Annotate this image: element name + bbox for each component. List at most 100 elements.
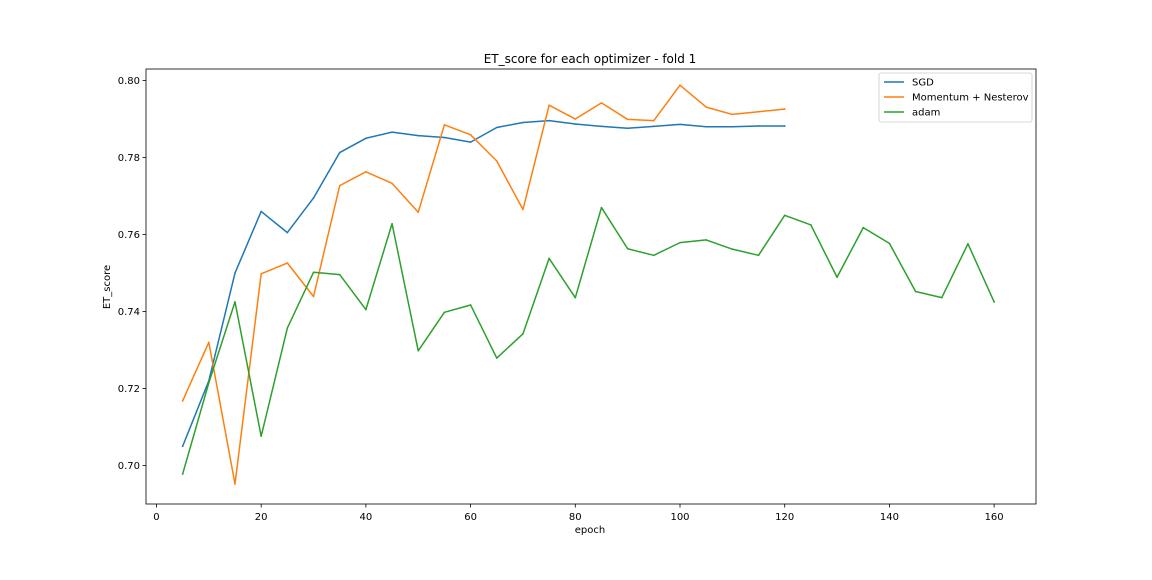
data-point — [286, 262, 289, 264]
data-point — [234, 272, 236, 274]
series-1 — [181, 119, 786, 448]
data-point — [495, 160, 498, 162]
data-point — [443, 124, 446, 126]
data-point — [731, 125, 734, 128]
x-axis-label: epoch — [575, 525, 605, 536]
data-point — [548, 119, 550, 122]
data-point — [260, 273, 262, 275]
data-point — [522, 333, 524, 335]
data-point — [417, 211, 420, 213]
data-point — [469, 141, 472, 143]
data-point — [260, 435, 262, 438]
data-point — [234, 301, 236, 303]
data-point — [391, 131, 393, 133]
data-point — [312, 197, 315, 199]
data-point — [600, 125, 603, 128]
data-point — [469, 304, 472, 306]
x-tick-label: 40 — [360, 512, 373, 523]
legend-label: adam — [912, 108, 940, 119]
data-point — [679, 123, 681, 126]
y-axis-label: ET_score — [102, 265, 113, 309]
data-point — [208, 381, 210, 384]
data-point — [260, 210, 262, 213]
y-tick-label: 0.70 — [118, 461, 140, 472]
data-point — [757, 125, 760, 127]
data-point — [600, 206, 603, 209]
data-point — [548, 257, 550, 260]
x-tick-label: 60 — [464, 512, 477, 523]
data-point — [286, 231, 289, 234]
chart-title: ET_score for each optimizer - fold 1 — [484, 52, 697, 66]
data-point — [417, 134, 420, 137]
legend-box — [878, 72, 1033, 123]
data-point — [626, 127, 629, 130]
data-point — [574, 296, 577, 299]
data-point — [548, 104, 550, 106]
data-point — [365, 170, 367, 173]
data-point — [495, 357, 498, 359]
data-point — [417, 349, 420, 352]
data-point — [600, 102, 603, 104]
data-point — [338, 151, 341, 154]
data-point — [338, 184, 341, 187]
series-line — [181, 119, 786, 448]
data-point — [731, 113, 734, 116]
data-point — [705, 239, 707, 241]
x-tick-label: 140 — [880, 512, 899, 523]
data-point — [391, 222, 393, 225]
data-point — [234, 483, 236, 485]
series-layer — [181, 84, 996, 485]
data-point — [365, 137, 367, 140]
data-point — [783, 108, 786, 110]
y-tick-label: 0.74 — [118, 307, 140, 318]
series-2 — [181, 84, 786, 485]
series-3 — [181, 206, 996, 475]
data-point — [888, 242, 891, 245]
data-point — [391, 182, 393, 185]
x-tick-label: 0 — [153, 512, 159, 523]
data-point — [731, 248, 734, 250]
data-point — [574, 123, 577, 125]
data-point — [495, 126, 498, 129]
data-point — [338, 273, 341, 276]
data-point — [757, 110, 760, 113]
x-tick-label: 20 — [255, 512, 268, 523]
data-point — [653, 254, 655, 257]
data-point — [914, 290, 917, 293]
x-tick-label: 80 — [569, 512, 582, 523]
data-point — [469, 134, 472, 136]
data-point — [705, 106, 707, 108]
y-tick-label: 0.80 — [118, 76, 140, 87]
data-point — [286, 327, 289, 329]
data-point — [653, 125, 655, 128]
data-point — [679, 84, 681, 86]
data-point — [757, 254, 760, 257]
data-point — [522, 208, 524, 211]
series-line — [181, 206, 996, 475]
legend-label: SGD — [912, 78, 934, 89]
series-line — [181, 84, 786, 485]
data-point — [705, 125, 707, 128]
data-point — [993, 301, 995, 303]
axes-layer: 0 20 40 60 80 100 120 140 160 0.70 0.72 0.74 0.76 0.7… — [118, 68, 1037, 523]
data-point — [181, 445, 184, 448]
data-point — [312, 295, 315, 298]
data-point — [783, 125, 786, 127]
data-point — [967, 242, 969, 245]
data-point — [574, 118, 577, 120]
data-point — [940, 296, 943, 299]
data-point — [626, 118, 629, 121]
data-point — [783, 214, 786, 217]
data-point — [862, 226, 865, 229]
data-point — [443, 311, 446, 314]
data-point — [365, 308, 367, 311]
data-point — [181, 400, 184, 402]
data-point — [626, 247, 629, 250]
x-tick-label: 100 — [670, 512, 689, 523]
x-tick-label: 160 — [985, 512, 1004, 523]
legend: SGD Momentum + Nesterov adam — [878, 72, 1033, 123]
data-point — [312, 271, 315, 274]
y-tick-label: 0.72 — [118, 384, 140, 395]
